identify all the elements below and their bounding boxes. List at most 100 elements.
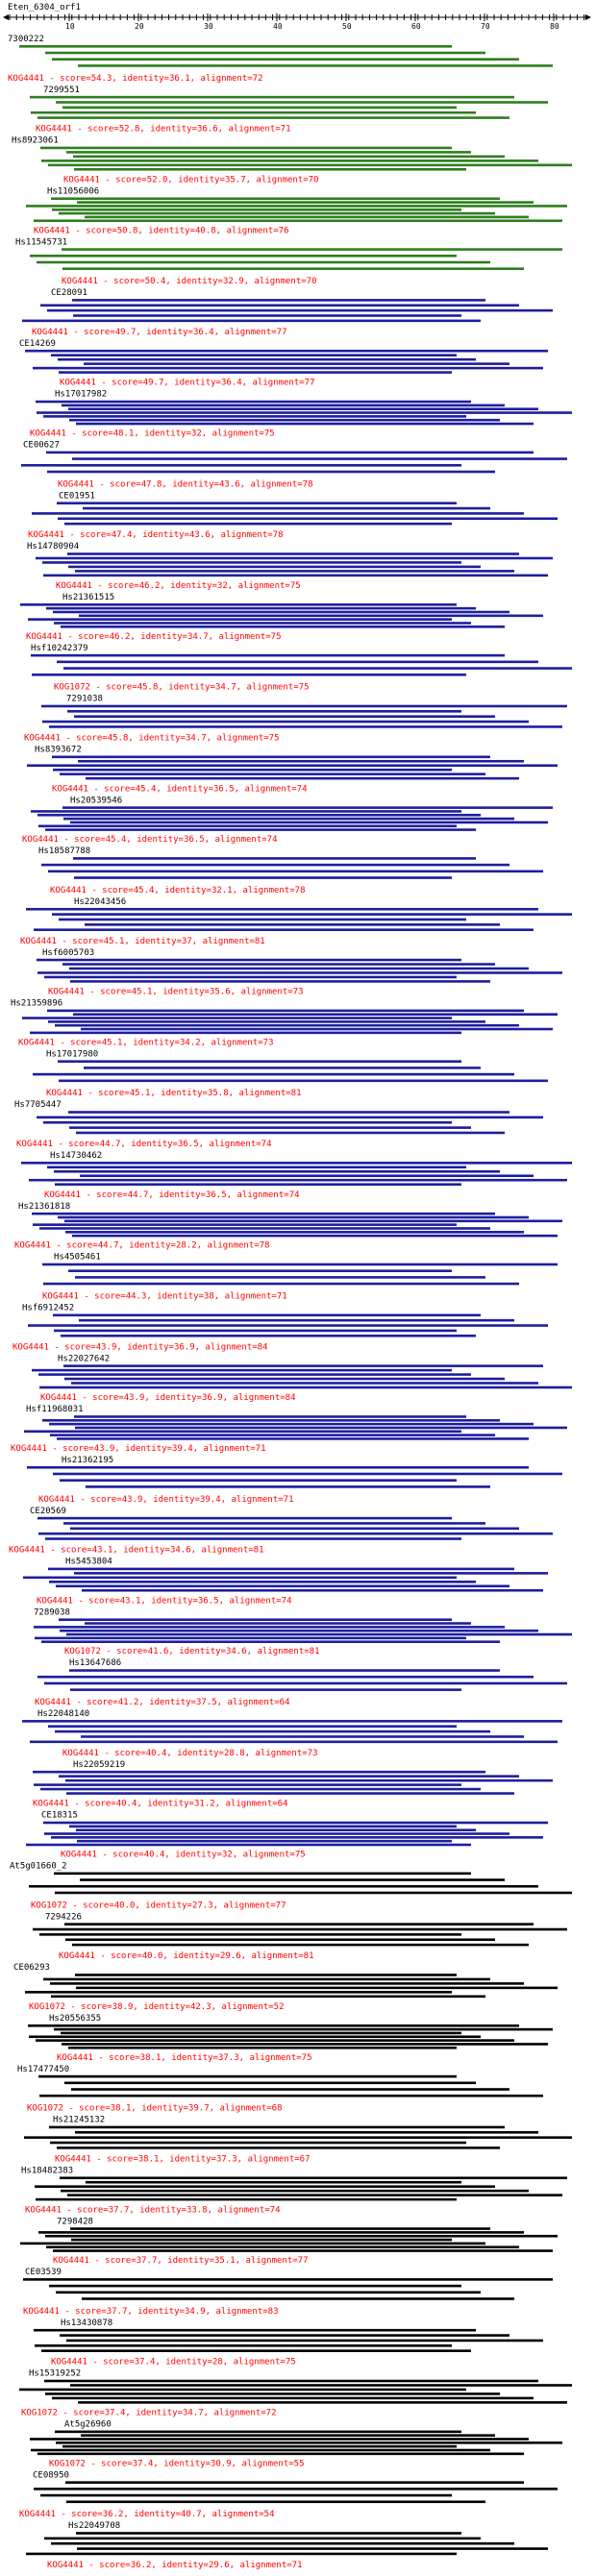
- alignment-bar: [39, 1227, 490, 1230]
- hit-label: At5g01660_2: [10, 1862, 67, 1872]
- alignment-bar: [56, 101, 548, 104]
- alignment-bar: [34, 2488, 558, 2490]
- alignment-bar: [50, 1982, 524, 1985]
- alignment-bar: [28, 2024, 519, 2027]
- alignment-bar: [85, 923, 500, 926]
- hit-block: CE06293 KOG1072 - score=38.9, identity=42…: [13, 1963, 558, 2012]
- hit-block: Hs4505461 KOG4441 - score=44.3, identity=…: [42, 1253, 558, 1302]
- alignment-bar: [45, 2234, 558, 2238]
- alignment-bar: [65, 1231, 524, 1234]
- alignment-bar: [41, 1640, 500, 1644]
- hit-summary: KOG1072 - score=40.0, identity=27.3, ali…: [31, 1901, 286, 1910]
- alignment-bar: [62, 106, 457, 110]
- alignment-bar: [55, 1183, 461, 1186]
- alignment-bar: [43, 1821, 548, 1825]
- hit-block: Hs8923061 KOG4441 - score=52.0, identity=…: [12, 136, 572, 184]
- hit-summary: KOG4441 - score=41.2, identity=37.5, ali…: [35, 1698, 290, 1707]
- alignment-bar: [31, 653, 505, 657]
- hit-summary: KOG4441 - score=43.1, identity=36.5, ali…: [37, 1596, 292, 1606]
- alignment-bar: [63, 1364, 543, 1367]
- hit-block: CE08950 KOG4441 - score=36.2, identity=40…: [19, 2470, 558, 2519]
- alignment-bar: [62, 2444, 457, 2448]
- hit-summary: KOG4441 - score=45.1, identity=35.6, ali…: [48, 988, 304, 997]
- hit-block: Hs17017980 KOG4441 - score=45.1, identity…: [33, 1049, 548, 1098]
- hit-summary: KOG1072 - score=38.1, identity=39.7, ali…: [27, 2104, 283, 2114]
- hit-label: Hsf10242379: [31, 644, 88, 653]
- hit-label: Hs4505461: [54, 1253, 101, 1263]
- alignment-bar: [41, 159, 538, 162]
- alignment-bar: [43, 1282, 519, 1286]
- axis-tick-label: 40: [273, 22, 283, 31]
- alignment-bar: [65, 1779, 553, 1782]
- hit-block: Hsf6912452 KOG4441 - score=43.9, identity…: [12, 1304, 548, 1352]
- alignment-bar: [26, 1843, 471, 1847]
- alignment-bar: [57, 660, 538, 664]
- hit-summary: KOG4441 - score=47.8, identity=43.6, ali…: [58, 479, 313, 489]
- alignment-bar: [30, 1031, 461, 1035]
- alignment-bar: [86, 2180, 461, 2184]
- alignment-bar: [81, 2434, 495, 2437]
- alignment-bar: [40, 2493, 452, 2497]
- alignment-bar: [80, 1878, 505, 1881]
- alignment-bar: [46, 2245, 519, 2249]
- hit-summary: KOG4441 - score=37.4, identity=28, align…: [51, 2358, 296, 2367]
- alignment-bar: [39, 2094, 543, 2098]
- alignment-bar: [65, 2481, 524, 2484]
- alignment-bar: [32, 1212, 495, 1215]
- alignment-bar: [45, 1537, 461, 1540]
- alignment-bar: [68, 565, 481, 569]
- alignment-bar: [37, 260, 490, 264]
- alignment-bar: [19, 45, 452, 48]
- alignment-bar: [69, 1825, 457, 1828]
- alignment-bar: [46, 451, 534, 454]
- alignment-bar: [70, 1688, 461, 1691]
- alignment-bar: [29, 1178, 567, 1182]
- alignment-bar: [42, 1263, 558, 1266]
- alignment-bar: [69, 1126, 471, 1129]
- alignment-bar: [37, 2452, 524, 2456]
- hit-label: CE28091: [51, 288, 87, 298]
- alignment-bar: [62, 248, 562, 251]
- hit-block: Hs20539546 KOG4441 - score=45.4, identity…: [22, 796, 553, 845]
- alignment-bar: [72, 1234, 558, 1238]
- hit-label: Hs18587788: [38, 846, 90, 856]
- alignment-bar: [54, 2027, 553, 2031]
- alignment-bar: [19, 2388, 466, 2392]
- alignment-bar: [71, 2238, 452, 2242]
- hit-block: Hs21362195 KOG4441 - score=43.9, identity…: [27, 1456, 562, 1505]
- hit-summary: KOG4441 - score=38.1, identity=37.3, ali…: [55, 2154, 310, 2164]
- hit-block: Hs13647686 KOG4441 - score=41.2, identity…: [35, 1658, 567, 1707]
- alignment-bar: [68, 1269, 452, 1272]
- alignment-bar: [45, 2392, 500, 2395]
- hit-block: Hsf10242379 KOG1072 - score=45.8, identit…: [31, 644, 572, 693]
- alignment-bar: [69, 967, 529, 970]
- hit-summary: KOG4441 - score=45.8, identity=34.7, ali…: [24, 733, 280, 743]
- alignment-bar: [30, 1740, 558, 1744]
- alignment-bar: [79, 1318, 514, 1322]
- alignment-bar: [20, 2242, 485, 2245]
- alignment-bar: [30, 2438, 529, 2441]
- alignment-bar: [54, 1169, 500, 1173]
- hit-label: Hs13647686: [69, 1658, 121, 1668]
- axis-tick-label: 70: [481, 22, 490, 31]
- alignment-bar: [33, 366, 543, 370]
- hit-label: CE06293: [13, 1963, 50, 1973]
- hit-block: Hs13430878 KOG4441 - score=37.4, identity…: [34, 2318, 543, 2367]
- axis-tick-label: 60: [411, 22, 421, 31]
- alignment-bar: [36, 556, 553, 560]
- hit-block: At5g26960 KOG1072 - score=37.4, identity=…: [30, 2420, 562, 2468]
- hit-label: Hs17017980: [46, 1049, 98, 1059]
- alignment-bar: [67, 710, 461, 713]
- axis-tick-label: 50: [342, 22, 352, 31]
- hit-summary: KOG1072 - score=37.4, identity=34.7, ali…: [21, 2409, 277, 2418]
- alignment-bar: [42, 720, 529, 724]
- alignment-bar: [42, 561, 461, 564]
- hit-block: Hs21245132 KOG4441 - score=38.1, identity…: [24, 2116, 572, 2164]
- alignment-bar: [63, 1522, 485, 1525]
- hit-label: Hs5453804: [65, 1558, 112, 1567]
- hit-block: CE01951 KOG4441 - score=47.4, identity=43…: [28, 491, 558, 540]
- alignment-bar: [45, 51, 485, 55]
- hit-summary: KOG1072 - score=45.8, identity=34.7, ali…: [54, 683, 310, 693]
- alignment-bar: [27, 764, 558, 768]
